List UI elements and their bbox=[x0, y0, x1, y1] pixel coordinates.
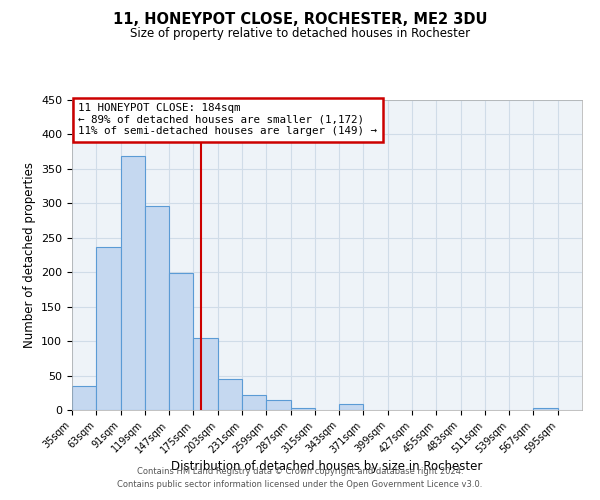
Text: Size of property relative to detached houses in Rochester: Size of property relative to detached ho… bbox=[130, 28, 470, 40]
Y-axis label: Number of detached properties: Number of detached properties bbox=[23, 162, 35, 348]
Bar bbox=[72, 386, 96, 410]
Bar bbox=[266, 400, 290, 410]
Bar bbox=[290, 408, 315, 410]
Bar bbox=[145, 206, 169, 410]
X-axis label: Distribution of detached houses by size in Rochester: Distribution of detached houses by size … bbox=[172, 460, 482, 473]
Bar bbox=[533, 408, 558, 410]
Bar bbox=[339, 404, 364, 410]
Text: Contains public sector information licensed under the Open Government Licence v3: Contains public sector information licen… bbox=[118, 480, 482, 489]
Bar bbox=[96, 248, 121, 410]
Bar bbox=[218, 379, 242, 410]
Bar bbox=[121, 156, 145, 410]
Text: 11 HONEYPOT CLOSE: 184sqm
← 89% of detached houses are smaller (1,172)
11% of se: 11 HONEYPOT CLOSE: 184sqm ← 89% of detac… bbox=[78, 103, 377, 136]
Text: 11, HONEYPOT CLOSE, ROCHESTER, ME2 3DU: 11, HONEYPOT CLOSE, ROCHESTER, ME2 3DU bbox=[113, 12, 487, 28]
Text: Contains HM Land Registry data © Crown copyright and database right 2024.: Contains HM Land Registry data © Crown c… bbox=[137, 467, 463, 476]
Bar bbox=[242, 395, 266, 410]
Bar bbox=[193, 338, 218, 410]
Bar bbox=[169, 273, 193, 410]
